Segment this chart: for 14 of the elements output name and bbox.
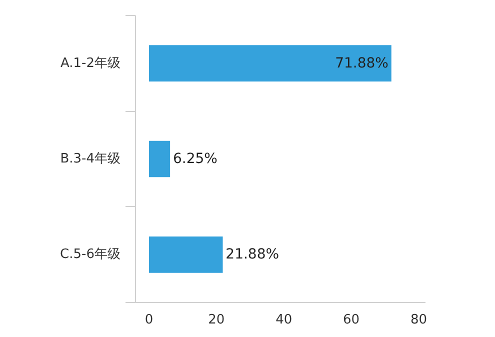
data-label: 21.88% — [226, 246, 280, 263]
x-tick-label: 20 — [208, 312, 225, 328]
data-label: 71.88% — [335, 55, 388, 72]
y-tick-label: C.5-6年级 — [60, 247, 121, 262]
y-tick-label: A.1-2年级 — [60, 56, 120, 71]
y-tick-label: B.3-4年级 — [60, 152, 121, 166]
data-label: 6.25% — [172, 151, 218, 167]
bar — [148, 236, 223, 273]
x-tick-label: 0 — [144, 312, 154, 328]
x-tick-label: 80 — [410, 312, 428, 328]
bar — [148, 140, 170, 178]
x-tick-label: 40 — [276, 312, 292, 328]
bar — [148, 45, 392, 82]
x-tick-label: 60 — [343, 312, 360, 328]
